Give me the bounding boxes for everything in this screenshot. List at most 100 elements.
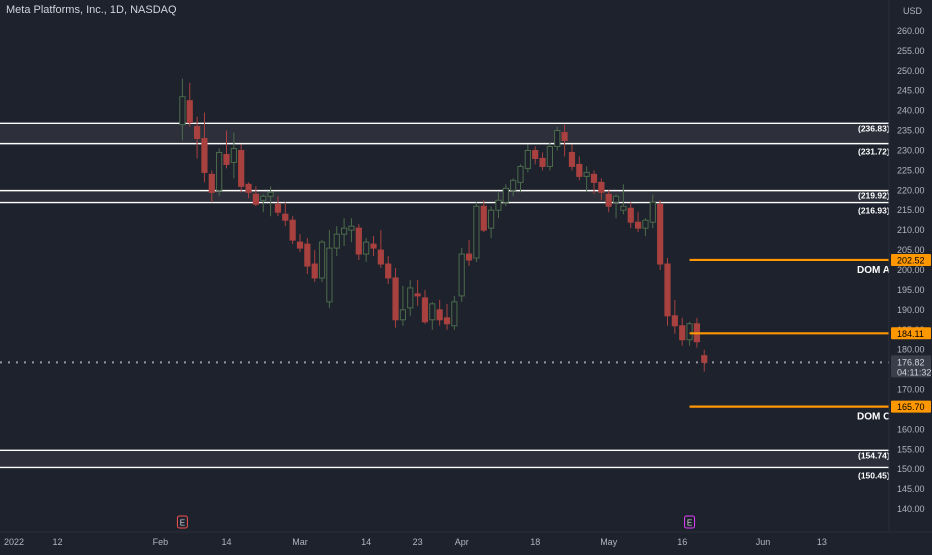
zone-bottom-label: (150.45)	[858, 470, 890, 480]
y-tick-label: 210.00	[897, 225, 925, 235]
y-tick-label: 170.00	[897, 385, 925, 395]
candle-body	[546, 145, 553, 167]
candle-body	[657, 203, 664, 265]
zone-bottom-label: (231.72)	[858, 147, 890, 157]
earnings-marker	[176, 515, 188, 529]
candle-body	[620, 205, 627, 211]
candle-body	[443, 317, 451, 325]
level-price-label: 202.52	[897, 255, 925, 265]
candle-body	[583, 171, 590, 177]
candle-body	[465, 253, 473, 261]
y-tick-label: 215.00	[897, 205, 925, 215]
x-tick-label: 23	[413, 537, 423, 547]
candle-body	[686, 323, 693, 341]
y-tick-label: 230.00	[897, 145, 925, 155]
candle-body	[458, 253, 465, 297]
current-price-label: 176.82	[897, 357, 925, 367]
y-tick-label: 155.00	[897, 444, 925, 454]
earnings-marker	[684, 515, 696, 529]
candle-body	[341, 227, 348, 235]
candle-body	[510, 179, 517, 191]
candle-body	[201, 138, 208, 173]
candle-body	[289, 219, 296, 241]
candle-body	[267, 191, 274, 197]
candle-body	[517, 165, 524, 183]
candle-body	[488, 209, 495, 229]
y-tick-label: 220.00	[897, 185, 925, 195]
level-price-label: 184.11	[897, 329, 924, 339]
candle-body	[671, 315, 678, 327]
x-tick-label: 2022	[4, 537, 24, 547]
x-tick-label: 18	[530, 537, 540, 547]
candle-body	[377, 249, 384, 265]
earnings-marker-label: E	[180, 519, 185, 528]
level-price-tag	[891, 400, 931, 413]
zone-bottom-label: (216.93)	[858, 206, 890, 216]
candle-body	[561, 132, 568, 142]
candle-body	[598, 181, 605, 193]
candle-body	[363, 241, 370, 255]
x-tick-label: 14	[221, 537, 231, 547]
zone-top-label: (219.92)	[858, 191, 890, 201]
candle-body	[355, 227, 362, 255]
candle-body	[627, 207, 634, 223]
level-price-tag	[891, 253, 931, 266]
candle-body	[260, 195, 267, 201]
currency-label: USD	[902, 6, 922, 16]
x-tick-label: Feb	[153, 537, 169, 547]
x-tick-label: Jun	[756, 537, 771, 547]
candle-body	[370, 243, 377, 249]
x-tick-label: 16	[677, 537, 687, 547]
candle-body	[348, 225, 355, 231]
y-tick-label: 225.00	[897, 165, 925, 175]
candle-body	[194, 126, 201, 140]
zone-fill	[0, 123, 889, 144]
candle-body	[576, 163, 583, 177]
x-tick-label: May	[600, 537, 618, 547]
y-tick-label: 245.00	[897, 86, 925, 96]
candle-body	[407, 287, 414, 309]
candle-body	[649, 201, 656, 223]
candle-body	[333, 233, 340, 249]
candle-body	[414, 293, 421, 297]
candle-body	[590, 173, 598, 183]
zone-fill	[0, 450, 889, 468]
candle-body	[554, 130, 561, 147]
candle-body	[392, 277, 399, 321]
candle-body	[532, 149, 539, 159]
y-tick-label: 150.00	[897, 464, 925, 474]
y-tick-label: 235.00	[897, 126, 925, 136]
candle-body	[326, 247, 333, 303]
candle-body	[612, 195, 620, 203]
zone-fill	[0, 190, 889, 203]
candle-body	[311, 263, 318, 279]
candle-body	[451, 301, 458, 327]
candle-body	[282, 213, 289, 221]
earnings-marker-label: E	[687, 519, 692, 528]
candle-body	[539, 157, 546, 167]
y-tick-label: 255.00	[897, 46, 925, 56]
level-price-label: 165.70	[897, 402, 925, 412]
candle-body	[421, 297, 429, 323]
candle-body	[385, 263, 392, 279]
candle-body	[238, 149, 245, 187]
candle-body	[495, 199, 502, 211]
candle-body	[216, 151, 223, 191]
candle-body	[664, 263, 671, 317]
y-tick-label: 145.00	[897, 484, 925, 494]
countdown-label: 04:11:32	[897, 367, 931, 377]
candle-body	[318, 241, 326, 279]
candle-body	[223, 153, 230, 165]
y-tick-label: 200.00	[897, 265, 925, 275]
x-tick-label: Mar	[292, 537, 308, 547]
candle-body	[480, 205, 487, 231]
symbol-title[interactable]: Meta Platforms, Inc., 1D, NASDAQ	[6, 4, 177, 16]
level-price-tag	[891, 327, 931, 340]
x-tick-label: Apr	[455, 537, 469, 547]
candle-body	[186, 100, 193, 124]
candle-body	[296, 241, 304, 249]
price-axis	[889, 0, 932, 550]
y-tick-label: 250.00	[897, 66, 925, 76]
